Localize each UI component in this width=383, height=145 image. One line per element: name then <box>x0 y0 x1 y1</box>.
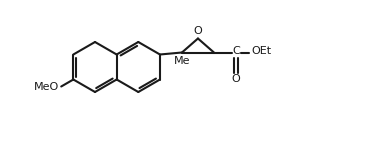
Text: O: O <box>232 75 240 85</box>
Text: MeO: MeO <box>34 81 59 91</box>
Text: Me: Me <box>174 57 190 67</box>
Text: OEt: OEt <box>251 47 271 57</box>
Text: O: O <box>193 27 202 37</box>
Text: C: C <box>232 47 240 57</box>
